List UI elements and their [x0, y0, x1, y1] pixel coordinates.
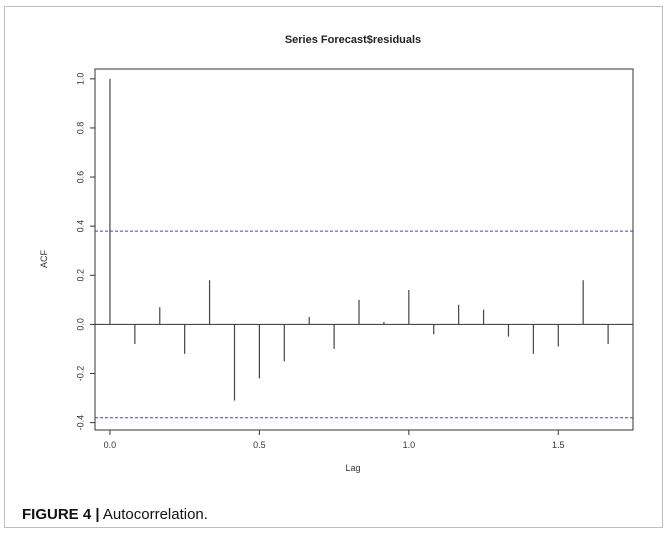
x-tick-label: 0.0	[104, 440, 117, 450]
y-tick-label: 0.0	[75, 318, 85, 331]
acf-chart: Series Forecast$residuals ACF Lag 0.0 0.5…	[15, 19, 656, 499]
caption-label: FIGURE 4 |	[22, 506, 100, 523]
y-tick-label: 1.0	[75, 73, 85, 86]
figure-frame: Series Forecast$residuals ACF Lag 0.0 0.5…	[4, 6, 663, 528]
y-tick-label: 0.8	[75, 122, 85, 135]
y-tick-label: -0.4	[75, 415, 85, 431]
x-tick-label: 1.0	[403, 440, 416, 450]
y-tick-label: 0.6	[75, 171, 85, 184]
y-tick-label: 0.2	[75, 269, 85, 282]
plot-box	[94, 68, 634, 431]
x-tick-label: 1.5	[552, 440, 565, 450]
x-tick-label: 0.5	[253, 440, 266, 450]
x-axis-label: Lag	[345, 463, 360, 473]
figure-caption: FIGURE 4 | Autocorrelation.	[22, 506, 208, 523]
chart-marks: 0.0 0.5 1.0 1.5 -0.4 -0.2 0.0 0.2 0.4 0.6 0.8 1.0	[75, 73, 633, 450]
y-tick-label: -0.2	[75, 366, 85, 382]
y-tick-label: 0.4	[75, 220, 85, 233]
acf-chart-svg: Series Forecast$residuals ACF Lag 0.0 0.5…	[39, 34, 634, 473]
y-axis-label: ACF	[39, 249, 49, 268]
chart-title: Series Forecast$residuals	[285, 34, 421, 46]
caption-text: Autocorrelation.	[99, 506, 208, 523]
